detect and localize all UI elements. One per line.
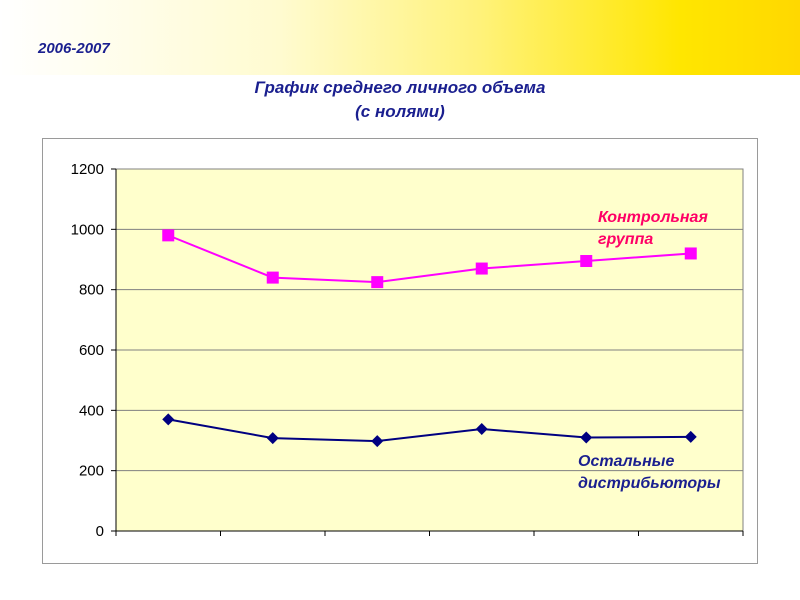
data-point [371,435,384,448]
y-tick-label: 1000 [71,221,104,238]
data-point [162,229,175,242]
data-point [580,431,593,444]
series-label: Контрольная [598,209,708,226]
y-tick-label: 400 [79,402,104,419]
header-band [0,0,800,75]
series-label: дистрибьюторы [578,475,721,492]
y-tick-label: 1200 [71,161,104,178]
y-tick-label: 800 [79,282,104,299]
y-tick-label: 0 [96,523,104,540]
series-label: группа [598,231,653,248]
data-point [266,432,279,445]
data-point [475,262,488,275]
chart-title-line2: (с нолями) [355,102,445,121]
data-point [162,413,175,426]
series-label: Остальные [578,453,674,470]
y-tick-label: 600 [79,342,104,359]
data-point [266,271,279,284]
y-tick-label: 200 [79,463,104,480]
series-line [168,418,691,443]
data-point [475,423,488,436]
series-line [167,234,691,284]
data-point [684,430,697,443]
data-point [371,276,384,289]
year-range: 2006-2007 [38,40,110,57]
data-point [580,255,593,268]
data-point [684,247,697,260]
chart-title-line1: График среднего личного объема [254,78,546,97]
